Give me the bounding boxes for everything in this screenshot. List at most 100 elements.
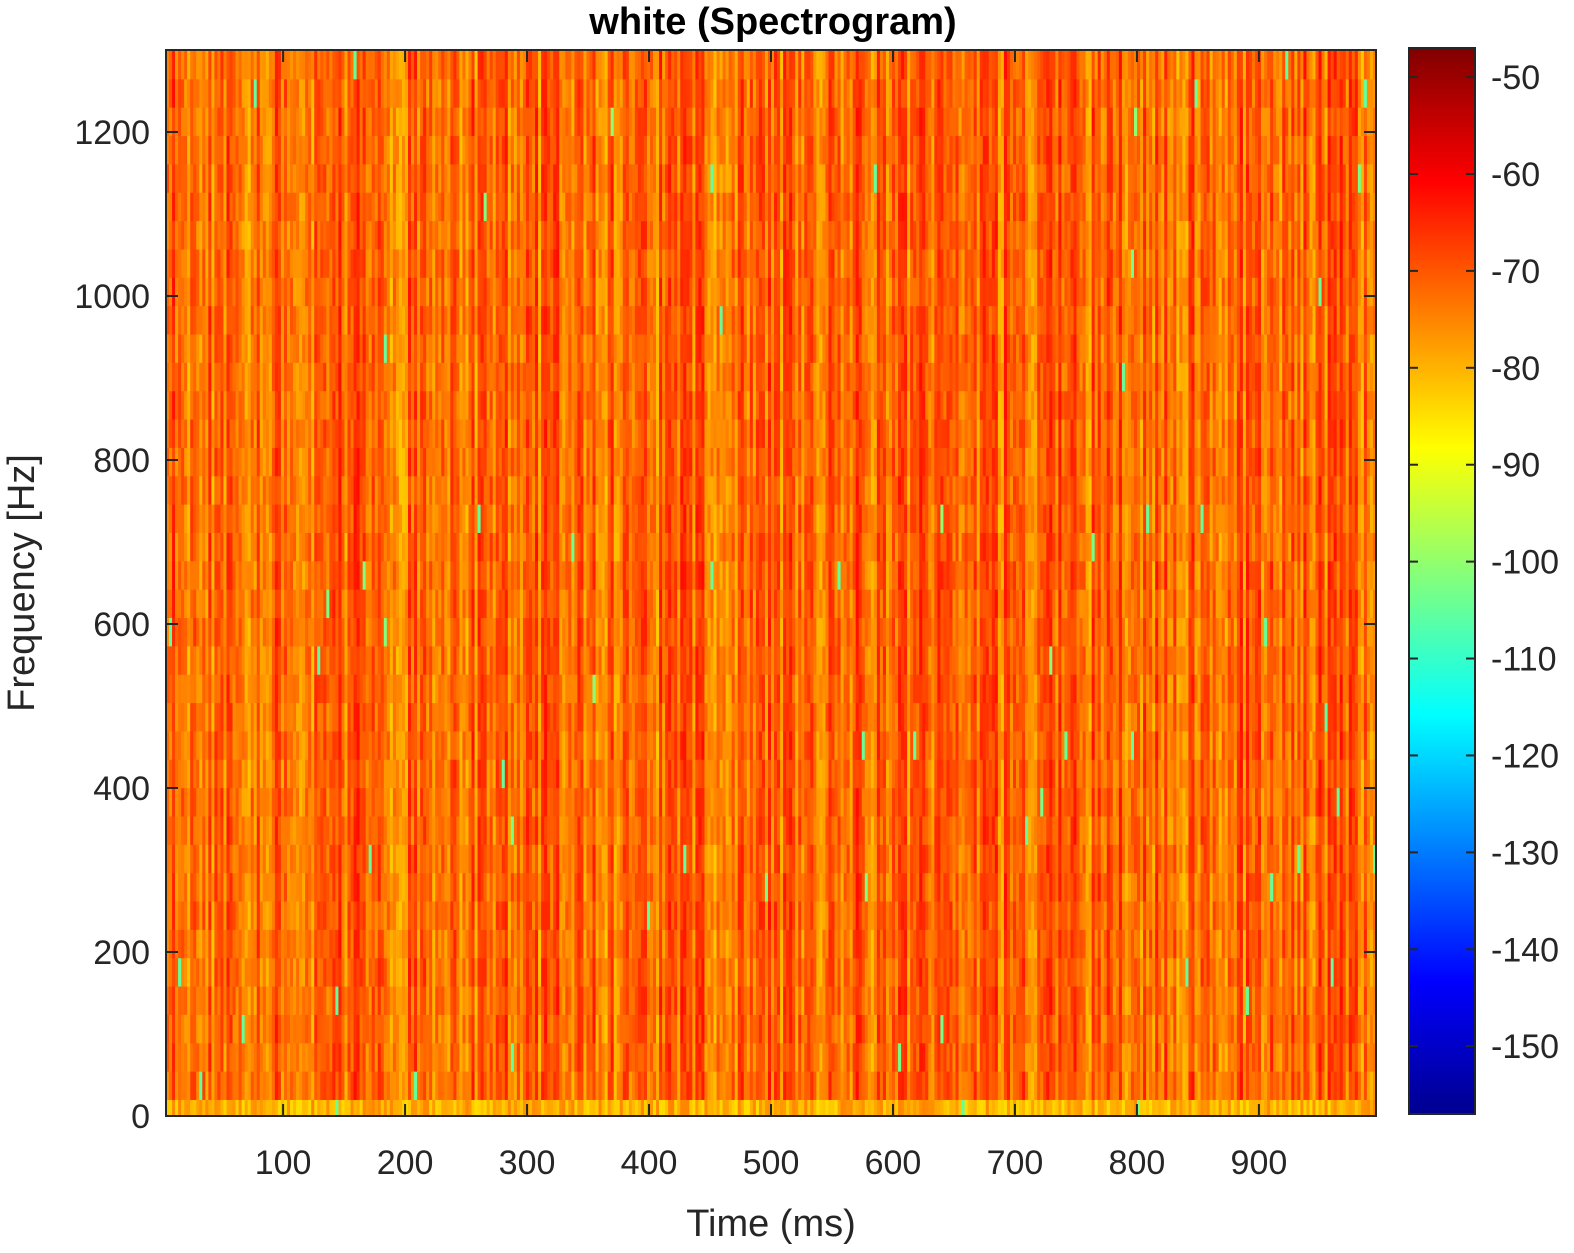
- heatmap-cell: [489, 305, 494, 335]
- heatmap-cell: [465, 787, 469, 817]
- heatmap-cell: [401, 674, 406, 704]
- heatmap-cell: [320, 532, 324, 562]
- heatmap-cell: [359, 220, 364, 250]
- heatmap-cell: [317, 504, 321, 533]
- heatmap-cell: [510, 192, 515, 222]
- heatmap-cell: [368, 419, 373, 448]
- heatmap-cell: [202, 362, 206, 392]
- heatmap-cell: [492, 164, 497, 193]
- heatmap-cell: [429, 135, 433, 165]
- heatmap-cell: [259, 617, 264, 647]
- heatmap-cell: [280, 305, 285, 335]
- heatmap-cell: [232, 277, 236, 307]
- heatmap-cell: [510, 475, 515, 505]
- heatmap-cell: [271, 1071, 276, 1100]
- heatmap-cell: [175, 674, 179, 704]
- heatmap-cell: [247, 419, 252, 448]
- heatmap-cell: [525, 702, 530, 732]
- heatmap-cell: [459, 220, 463, 250]
- heatmap-cell: [386, 135, 391, 165]
- heatmap-cell: [404, 362, 409, 392]
- heatmap-cell: [241, 872, 246, 902]
- heatmap-cell: [280, 334, 285, 363]
- heatmap-cell: [172, 731, 176, 760]
- heatmap-cell: [211, 759, 215, 789]
- heatmap-cell: [335, 192, 339, 222]
- heatmap-cell: [169, 277, 173, 307]
- heatmap-cell: [411, 1042, 415, 1072]
- heatmap-cell: [550, 702, 554, 732]
- heatmap-cell: [522, 305, 527, 335]
- heatmap-cell: [562, 617, 566, 647]
- heatmap-cell: [265, 1071, 270, 1100]
- heatmap-cell: [181, 759, 185, 789]
- heatmap-cell: [544, 249, 548, 278]
- heatmap-cell: [441, 164, 445, 193]
- heatmap-cell: [377, 390, 382, 420]
- heatmap-cell: [389, 617, 394, 647]
- heatmap-cell: [184, 957, 188, 987]
- heatmap-cell: [401, 135, 406, 165]
- heatmap-cell: [241, 901, 246, 930]
- heatmap-cell: [365, 192, 370, 222]
- heatmap-cell: [495, 249, 500, 278]
- heatmap-cell: [344, 560, 348, 590]
- heatmap-cell: [392, 390, 397, 420]
- heatmap-cell: [504, 674, 509, 704]
- heatmap-cell: [332, 78, 336, 108]
- heatmap-cell: [178, 362, 182, 392]
- heatmap-cell: [229, 901, 233, 930]
- heatmap-cell: [229, 419, 233, 448]
- heatmap-cell: [350, 504, 354, 533]
- heatmap-cell: [498, 164, 503, 193]
- heatmap-cell: [217, 844, 221, 874]
- heatmap-cell: [329, 759, 333, 789]
- heatmap-cell: [359, 249, 364, 278]
- heatmap-cell: [287, 1014, 291, 1044]
- heatmap-cell: [522, 334, 527, 363]
- heatmap-cell: [389, 135, 394, 165]
- heatmap-cell: [283, 78, 288, 108]
- heatmap-cell: [519, 872, 524, 902]
- heatmap-cell: [226, 816, 230, 845]
- heatmap-cell: [253, 447, 258, 477]
- heatmap-cell: [259, 1071, 264, 1100]
- heatmap-cell: [438, 447, 442, 477]
- heatmap-cell: [359, 560, 364, 590]
- heatmap-cell: [516, 816, 521, 845]
- heatmap-cell: [178, 702, 182, 732]
- heatmap-cell: [398, 107, 403, 137]
- heatmap-cell: [277, 504, 282, 533]
- heatmap-cell: [238, 1071, 243, 1100]
- heatmap-cell: [205, 192, 209, 222]
- heatmap-cell: [214, 901, 218, 930]
- heatmap-cell: [525, 50, 530, 80]
- heatmap-cell: [477, 419, 481, 448]
- heatmap-cell: [492, 1042, 497, 1072]
- heatmap-cell: [187, 560, 191, 590]
- heatmap-cell: [329, 617, 333, 647]
- heatmap-cell: [380, 759, 385, 789]
- heatmap-cell: [395, 192, 400, 222]
- heatmap-cell: [241, 1099, 246, 1117]
- heatmap-cell: [465, 475, 469, 505]
- heatmap-cell: [501, 986, 506, 1015]
- heatmap-cell: [504, 107, 509, 137]
- heatmap-cell: [308, 107, 312, 137]
- heatmap-cell: [404, 78, 409, 108]
- heatmap-cell: [196, 135, 200, 165]
- heatmap-cell: [299, 107, 303, 137]
- heatmap-cell: [404, 1042, 409, 1072]
- heatmap-cell: [547, 986, 551, 1015]
- heatmap-cell: [229, 1071, 233, 1100]
- heatmap-cell: [525, 532, 530, 562]
- heatmap-cell: [380, 192, 385, 222]
- heatmap-cell: [492, 901, 497, 930]
- heatmap-cell: [232, 702, 236, 732]
- heatmap-cell: [271, 674, 276, 704]
- heatmap-cell: [532, 929, 536, 959]
- heatmap-cell: [296, 617, 300, 647]
- heatmap-cell: [471, 589, 475, 619]
- heatmap-cell: [329, 362, 333, 392]
- heatmap-cell: [529, 957, 533, 987]
